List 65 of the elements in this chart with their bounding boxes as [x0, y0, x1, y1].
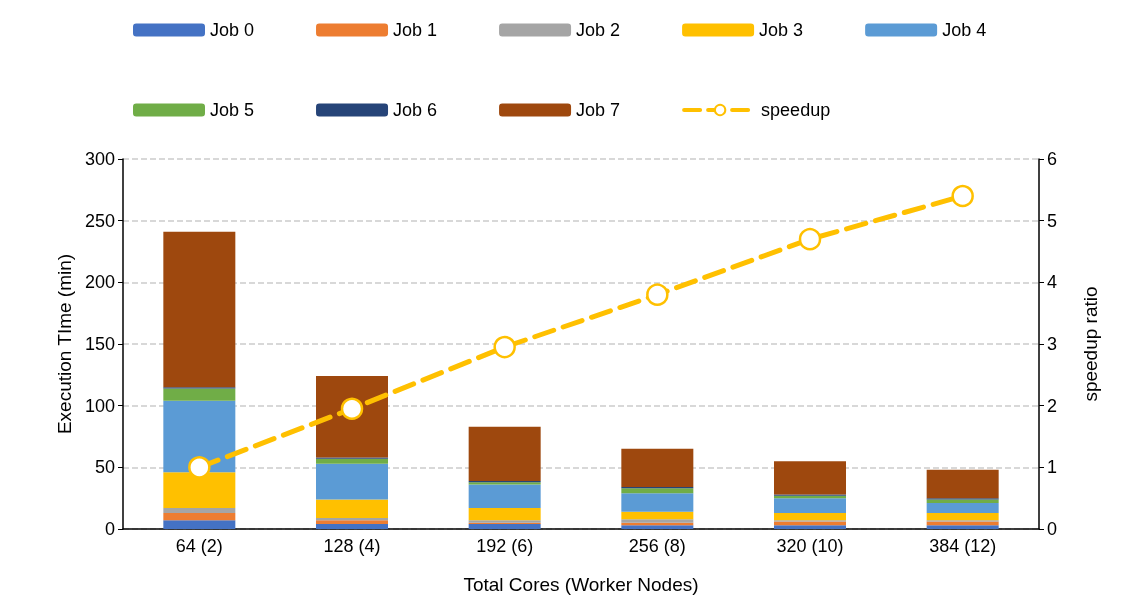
legend-label: Job 6 [393, 100, 438, 120]
y-tick-label: 200 [84, 272, 115, 293]
y-tick-label: 100 [84, 395, 115, 416]
bar [621, 448, 694, 488]
bar [926, 525, 999, 529]
x-axis-title: Total Cores (Worker Nodes) [463, 574, 699, 595]
bar [163, 508, 236, 513]
x-tick-label: 320 (10) [776, 536, 844, 556]
legend-label: Job 5 [210, 100, 255, 120]
y-tick-label: 300 [84, 149, 115, 169]
x-tick-label: 128 (4) [323, 536, 381, 556]
bar [621, 493, 694, 512]
bar [774, 498, 846, 513]
bar [468, 484, 541, 509]
y2-tick-label: 4 [1047, 272, 1058, 293]
y2-tick-label: 0 [1047, 519, 1058, 539]
point [646, 283, 669, 306]
legend-label: Job 0 [210, 20, 255, 40]
x-tick-label: 384 (12) [929, 536, 997, 556]
bar [316, 524, 388, 529]
y-tick-label: 150 [84, 334, 115, 354]
bar [316, 499, 388, 518]
bar [163, 400, 236, 473]
bar [774, 512, 846, 521]
y2-tick-label: 5 [1047, 210, 1058, 231]
point [798, 227, 822, 251]
point [951, 184, 974, 208]
legend-label: Job 3 [759, 20, 804, 40]
legend-label: Job 2 [576, 20, 621, 40]
bar [774, 461, 846, 495]
bar [926, 469, 999, 499]
bar [163, 231, 236, 388]
bar [163, 520, 236, 529]
bar [316, 458, 388, 464]
bar [316, 463, 388, 500]
bar [926, 499, 999, 504]
legend-label: Job 7 [576, 100, 621, 120]
bar [621, 488, 694, 494]
y2-tick-label: 2 [1047, 395, 1058, 416]
legend-label: Job 4 [942, 20, 987, 40]
bar [163, 512, 236, 521]
bar [468, 524, 541, 529]
point [188, 456, 211, 479]
x-tick-label: 256 (8) [628, 536, 686, 556]
bar [926, 503, 999, 513]
y2-tick-label: 1 [1047, 457, 1058, 478]
bar [468, 426, 541, 481]
bar [163, 388, 236, 401]
bar [774, 525, 846, 529]
bar [621, 511, 694, 520]
y-axis-title: Execution TIme (min) [54, 253, 76, 435]
y-tick-label: 250 [84, 210, 115, 231]
y2-tick-label: 6 [1047, 149, 1058, 169]
bar [316, 520, 388, 525]
bar [926, 512, 999, 521]
legend-label: speedup [761, 100, 831, 120]
legend-label: Job 1 [393, 20, 438, 40]
y2-tick-label: 3 [1047, 334, 1058, 354]
y-tick-label: 0 [104, 519, 115, 539]
y2-axis-title: speedup ratio [1080, 286, 1101, 402]
x-tick-label: 64 (2) [175, 536, 223, 556]
x-tick-label: 192 (6) [476, 536, 534, 556]
point [493, 335, 516, 359]
bar [468, 508, 541, 521]
y-tick-label: 50 [94, 457, 115, 478]
